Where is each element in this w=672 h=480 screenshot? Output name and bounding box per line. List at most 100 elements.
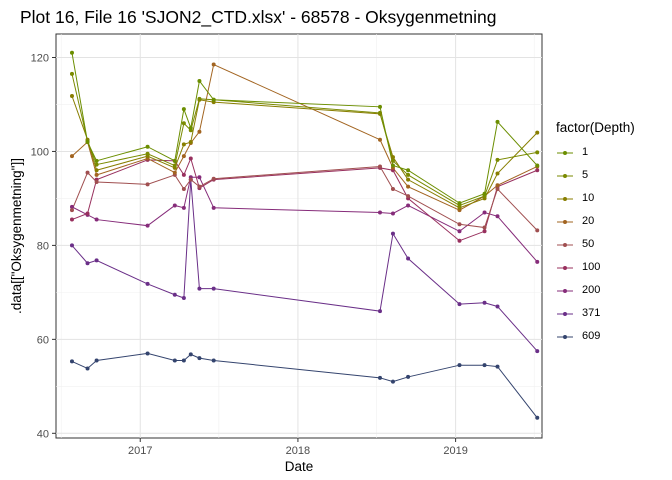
data-point-10	[188, 140, 193, 145]
data-point-200	[535, 259, 540, 264]
data-point-100	[188, 156, 193, 161]
data-point-50	[197, 184, 202, 189]
data-point-371	[390, 231, 395, 236]
legend-key	[557, 243, 573, 247]
data-point-1	[535, 163, 540, 168]
data-point-20	[197, 129, 202, 134]
data-point-20	[495, 183, 500, 188]
y-tick-label: 80	[37, 240, 49, 252]
data-point-371	[535, 349, 540, 354]
legend-label: 200	[582, 284, 601, 296]
data-point-100	[69, 217, 74, 222]
data-point-200	[197, 175, 202, 180]
series-line-100	[71, 156, 538, 242]
data-point-100	[181, 172, 186, 177]
data-point-5	[197, 96, 202, 101]
data-point-5	[406, 172, 411, 177]
data-point-609	[406, 374, 411, 379]
legend-label: 100	[582, 261, 601, 273]
data-point-371	[482, 300, 487, 305]
x-tick-label: 2018	[286, 445, 310, 457]
y-tick-label: 40	[37, 428, 49, 440]
data-point-609	[390, 379, 395, 384]
data-point-200	[406, 203, 411, 208]
data-point-100	[482, 229, 487, 234]
series-line-1	[71, 52, 538, 204]
data-point-371	[181, 296, 186, 301]
data-point-609	[378, 375, 382, 380]
data-point-20	[94, 172, 99, 177]
data-point-100	[535, 168, 540, 173]
series-line-609	[71, 352, 538, 419]
data-point-50	[495, 187, 500, 192]
data-point-10	[69, 94, 74, 99]
data-point-371	[211, 286, 216, 291]
series-line-50	[71, 165, 538, 231]
legend-label: 20	[582, 215, 595, 227]
data-point-20	[378, 137, 382, 142]
series-line-10	[71, 95, 538, 209]
data-point-1	[482, 191, 487, 196]
data-point-200	[145, 223, 150, 228]
y-tick-label: 100	[31, 146, 49, 158]
data-point-1	[145, 144, 150, 149]
legend-label: 371	[582, 307, 601, 319]
data-point-5	[94, 162, 99, 167]
legend-label: 10	[582, 192, 595, 204]
data-point-371	[378, 309, 382, 314]
data-point-1	[181, 107, 186, 112]
data-point-50	[390, 187, 395, 192]
data-point-10	[406, 177, 411, 182]
data-point-100	[457, 238, 462, 243]
series-line-200	[71, 176, 538, 263]
data-point-1	[211, 97, 216, 102]
legend-label: 1	[582, 146, 589, 158]
data-point-1	[172, 158, 177, 163]
legend-key	[557, 151, 573, 155]
legend-label: 609	[582, 330, 601, 342]
data-point-609	[482, 363, 487, 368]
legend-label: 50	[582, 238, 595, 250]
data-point-1	[188, 125, 193, 130]
data-point-609	[181, 358, 186, 363]
data-point-371	[406, 256, 411, 261]
data-point-609	[457, 363, 462, 368]
data-point-609	[535, 415, 540, 420]
data-point-5	[181, 121, 186, 126]
data-point-5	[69, 71, 74, 76]
data-point-609	[495, 364, 500, 369]
data-point-200	[172, 203, 177, 208]
data-point-1	[69, 50, 74, 55]
data-point-50	[457, 222, 462, 227]
axis-layer: 40 60 80 100 120 2017 2018 2019	[31, 52, 468, 457]
data-point-200	[457, 229, 462, 234]
y-tick-label: 120	[31, 52, 49, 64]
data-point-1	[406, 168, 411, 173]
data-point-5	[378, 110, 382, 115]
data-point-5	[145, 151, 150, 156]
data-point-609	[94, 358, 99, 363]
data-point-10	[495, 171, 500, 176]
series-line-371	[71, 179, 538, 352]
data-point-100	[85, 211, 90, 216]
data-point-200	[94, 217, 99, 222]
data-point-609	[145, 351, 150, 356]
data-point-200	[378, 210, 382, 215]
chart-title: Plot 16, File 16 'SJON2_CTD.xlsx' - 6857…	[20, 7, 497, 27]
data-point-50	[378, 164, 382, 169]
data-point-371	[457, 302, 462, 307]
data-point-1	[390, 163, 395, 168]
data-point-609	[172, 358, 177, 363]
data-point-1	[197, 78, 202, 83]
data-point-371	[495, 304, 500, 309]
data-point-1	[457, 201, 462, 206]
data-point-371	[145, 281, 150, 286]
grid-layer	[56, 34, 542, 438]
data-point-609	[85, 366, 90, 371]
data-point-200	[390, 211, 395, 216]
data-point-10	[94, 168, 99, 173]
data-point-5	[390, 158, 395, 163]
data-point-200	[181, 205, 186, 210]
legend-key	[557, 174, 573, 178]
data-point-1	[495, 119, 500, 124]
